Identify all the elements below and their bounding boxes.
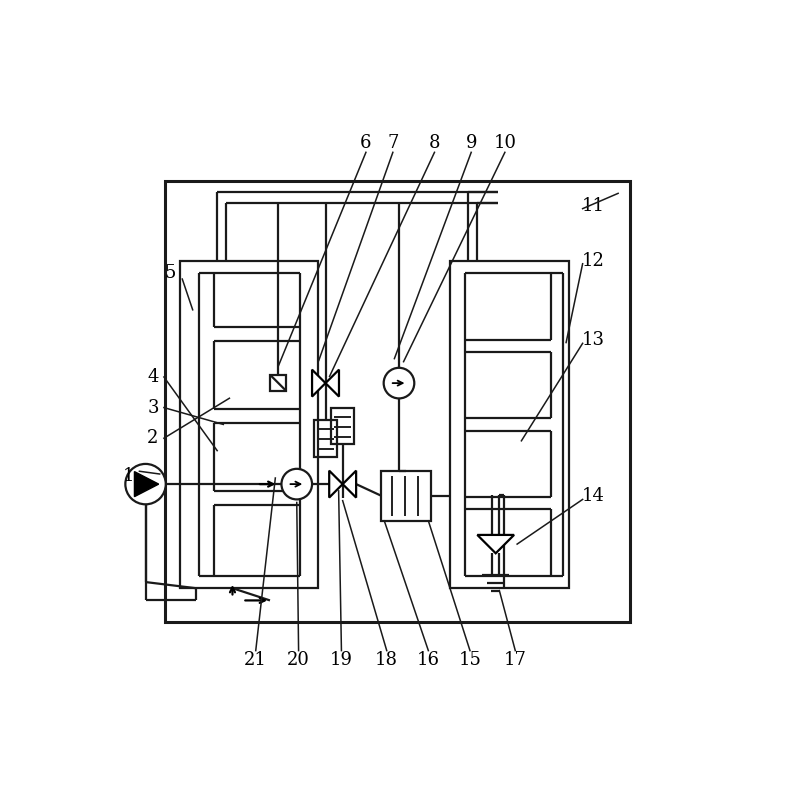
- Text: 6: 6: [360, 134, 372, 152]
- Text: 8: 8: [429, 134, 440, 152]
- Text: 12: 12: [582, 252, 605, 270]
- Text: 20: 20: [287, 651, 310, 669]
- Text: 7: 7: [387, 134, 398, 152]
- Bar: [331, 408, 354, 444]
- Polygon shape: [326, 370, 339, 397]
- Bar: [450, 261, 569, 588]
- Text: 16: 16: [417, 651, 440, 669]
- Text: 14: 14: [582, 487, 605, 506]
- Polygon shape: [134, 471, 158, 497]
- Polygon shape: [312, 370, 326, 397]
- Circle shape: [126, 464, 166, 504]
- Bar: [314, 420, 337, 456]
- Text: 17: 17: [504, 651, 526, 669]
- Circle shape: [282, 469, 312, 499]
- Text: 19: 19: [330, 651, 353, 669]
- Text: 5: 5: [164, 264, 176, 282]
- Text: 21: 21: [244, 651, 267, 669]
- Text: 10: 10: [494, 134, 516, 152]
- Polygon shape: [478, 535, 514, 553]
- Bar: [181, 261, 318, 588]
- Text: 11: 11: [582, 196, 605, 215]
- Text: 2: 2: [147, 429, 158, 448]
- Bar: [382, 471, 431, 521]
- Bar: [165, 181, 630, 622]
- Text: 15: 15: [458, 651, 482, 669]
- Text: 3: 3: [147, 398, 158, 417]
- Polygon shape: [329, 471, 342, 498]
- Text: 4: 4: [147, 368, 158, 386]
- Text: 9: 9: [466, 134, 477, 152]
- Text: 1: 1: [122, 467, 134, 485]
- Text: 18: 18: [375, 651, 398, 669]
- Bar: [270, 375, 286, 391]
- Circle shape: [384, 368, 414, 398]
- Polygon shape: [342, 471, 356, 498]
- Text: 13: 13: [582, 332, 605, 349]
